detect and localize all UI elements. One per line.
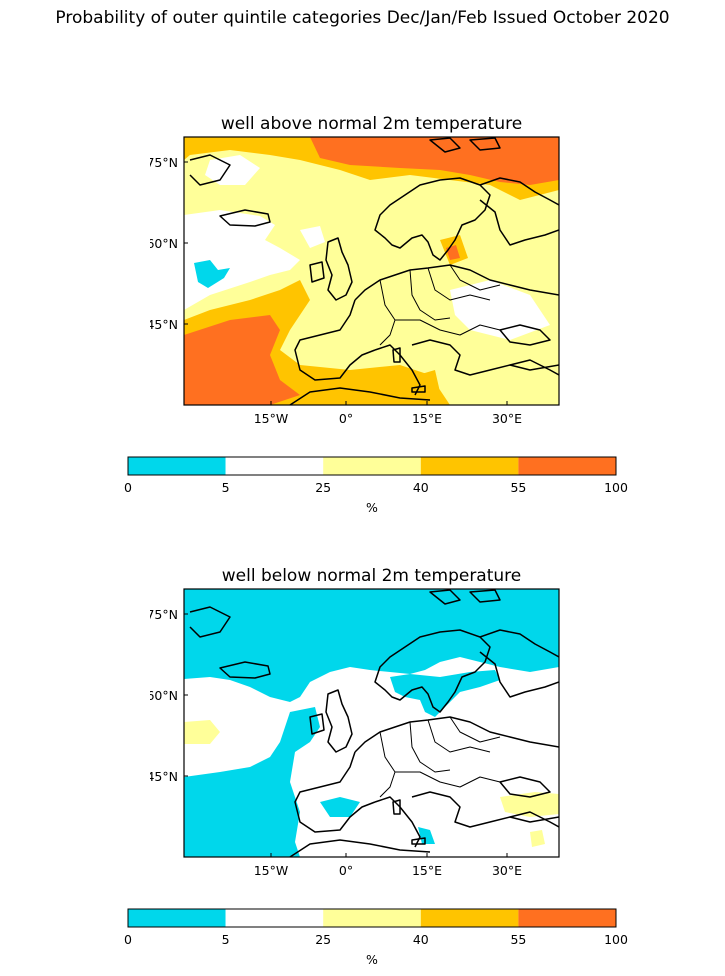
lat-label-75n: 75°N [150, 607, 178, 622]
cbar-tick-0: 0 [124, 932, 132, 947]
lat-label-60n: 60°N [150, 688, 178, 703]
coastlines [189, 137, 559, 405]
figure-title: Probability of outer quintile categories… [55, 8, 670, 28]
panel-title-above: well above normal 2m temperature [220, 114, 523, 134]
lat-label-45n: 45°N [150, 769, 178, 784]
lon-label-15w: 15°W [254, 411, 289, 426]
colorbar-above: 0 5 25 40 55 100 % [124, 456, 628, 515]
lon-label-30e: 30°E [492, 411, 522, 426]
cbar-tick-25: 25 [315, 480, 331, 495]
lat-label-75n: 75°N [150, 155, 178, 170]
cbar-unit: % [366, 500, 378, 515]
lon-label-0: 0° [339, 863, 353, 878]
cbar-tick-25: 25 [315, 932, 331, 947]
cbar-bin-0-5 [128, 909, 226, 927]
cbar-bin-25-40 [323, 457, 421, 475]
map-well-above: 15°W 0° 15°E 30°E 75°N 60°N 45°N [150, 136, 560, 426]
lon-label-15e: 15°E [412, 863, 442, 878]
cbar-bin-5-25 [225, 457, 324, 475]
colorbar-below: 0 5 25 40 55 100 % [124, 908, 628, 967]
cbar-bin-55-100 [518, 909, 616, 927]
cbar-tick-100: 100 [604, 932, 628, 947]
lat-label-60n: 60°N [150, 236, 178, 251]
prob-fill-cyan [194, 260, 230, 288]
prob-fill-orange [184, 137, 559, 405]
prob-fill-cyan [184, 589, 559, 857]
cbar-tick-55: 55 [510, 480, 526, 495]
lon-label-0: 0° [339, 411, 353, 426]
lon-label-15w: 15°W [254, 863, 289, 878]
cbar-bin-40-55 [420, 457, 519, 475]
prob-fill-darkorange [184, 137, 559, 405]
prob-fill-white [184, 155, 550, 340]
cbar-unit: % [366, 952, 378, 967]
cbar-tick-40: 40 [413, 932, 429, 947]
cbar-tick-5: 5 [222, 480, 230, 495]
cbar-bin-25-40 [323, 909, 421, 927]
cbar-bin-5-25 [225, 909, 324, 927]
lat-label-45n: 45°N [150, 317, 178, 332]
lon-label-15e: 15°E [412, 411, 442, 426]
cbar-bin-55-100 [518, 457, 616, 475]
cbar-tick-0: 0 [124, 480, 132, 495]
coastlines [189, 589, 559, 857]
cbar-bin-0-5 [128, 457, 226, 475]
cbar-bin-40-55 [420, 909, 519, 927]
map-well-below: 15°W 0° 15°E 30°E 75°N 60°N 45°N [150, 588, 560, 878]
cbar-tick-55: 55 [510, 932, 526, 947]
cbar-tick-100: 100 [604, 480, 628, 495]
cbar-tick-40: 40 [413, 480, 429, 495]
panel-title-below: well below normal 2m temperature [221, 566, 522, 586]
lon-label-30e: 30°E [492, 863, 522, 878]
cbar-tick-5: 5 [222, 932, 230, 947]
